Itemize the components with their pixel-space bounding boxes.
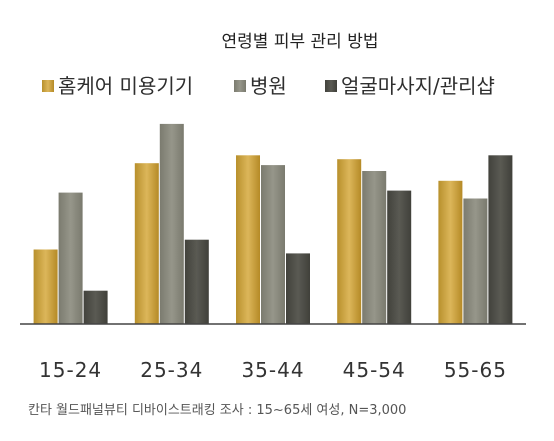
chart-title: 연령별 피부 관리 방법 bbox=[222, 32, 379, 52]
bar-45-54-series-2 bbox=[362, 171, 387, 324]
bar-35-44-series-2 bbox=[261, 165, 285, 324]
x-axis-ticks: 15-24 25-34 35-44 45-54 55-65 bbox=[39, 358, 507, 382]
legend-swatch-1 bbox=[42, 80, 54, 92]
x-tick-label: 45-54 bbox=[343, 358, 406, 382]
bar-25-34-series-2 bbox=[159, 123, 184, 325]
bar-45-54-series-3 bbox=[387, 190, 412, 324]
legend-swatch-2 bbox=[234, 80, 246, 92]
x-tick-label: 35-44 bbox=[241, 358, 304, 382]
x-tick-label: 25-34 bbox=[140, 358, 203, 382]
source-note: 칸타 월드패널뷰티 디바이스트래킹 조사 : 15~65세 여성, N=3,00… bbox=[28, 403, 406, 418]
bar-15-24-series-3 bbox=[83, 290, 108, 324]
x-tick-label: 15-24 bbox=[39, 358, 102, 382]
legend-label-2: 병원 bbox=[250, 74, 287, 98]
legend-label-1: 홈케어 미용기기 bbox=[58, 74, 193, 98]
bar-25-34-series-1 bbox=[134, 163, 159, 324]
bar-25-34-series-3 bbox=[184, 239, 209, 324]
x-tick-label: 55-65 bbox=[444, 358, 507, 382]
bar-15-24-series-2 bbox=[58, 192, 83, 324]
bar-55-65-series-3 bbox=[488, 155, 513, 324]
bar-55-65-series-2 bbox=[463, 198, 488, 324]
bar-35-44-series-1 bbox=[236, 155, 260, 324]
bar-55-65-series-1 bbox=[438, 180, 463, 324]
chart-bars bbox=[33, 123, 513, 325]
legend-label-3: 얼굴마사지/관리샵 bbox=[341, 74, 495, 98]
bar-45-54-series-1 bbox=[337, 159, 362, 324]
bar-35-44-series-3 bbox=[286, 253, 310, 324]
chart-legend: 홈케어 미용기기 병원 얼굴마사지/관리샵 bbox=[42, 74, 495, 98]
bar-15-24-series-1 bbox=[33, 249, 58, 324]
legend-swatch-3 bbox=[325, 80, 337, 92]
